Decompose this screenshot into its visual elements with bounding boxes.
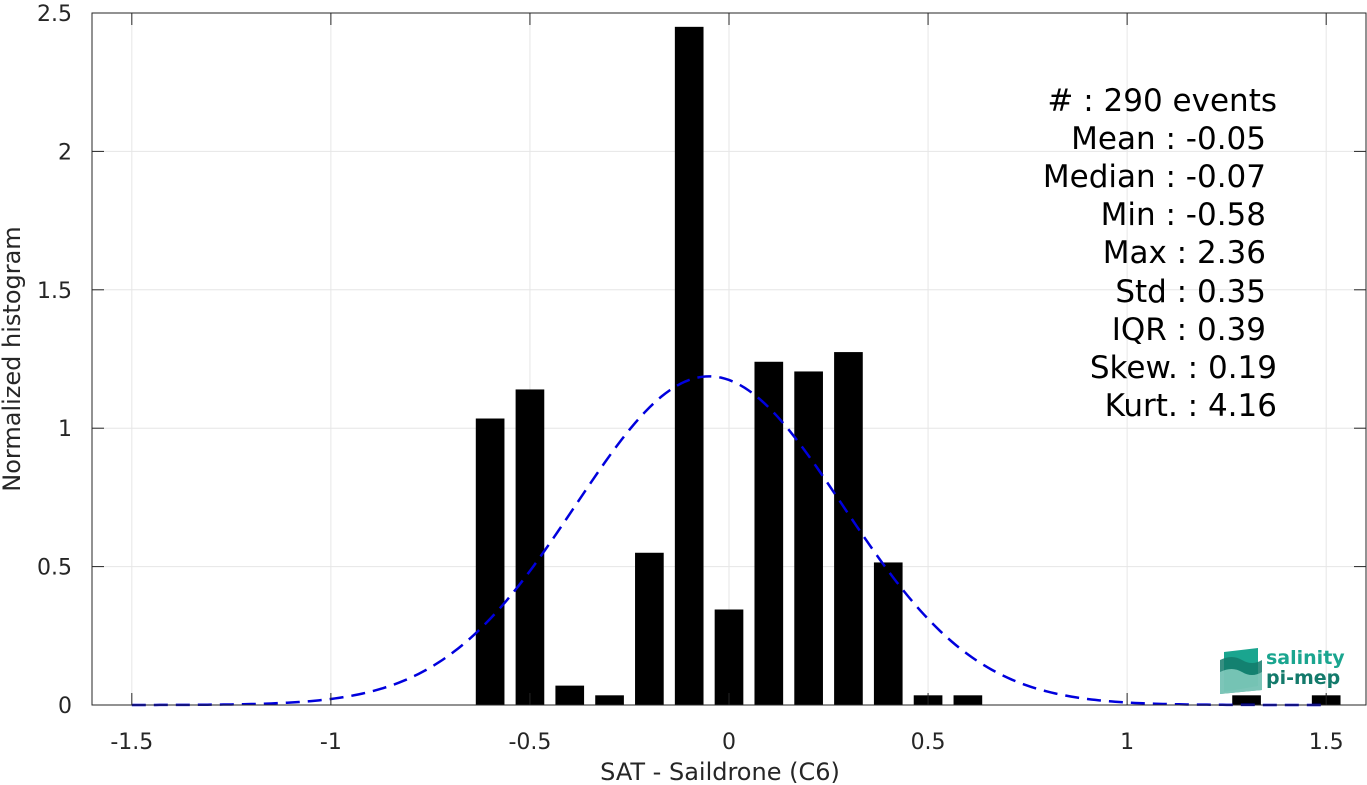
logo-line2: pi-mep	[1266, 667, 1341, 689]
histogram-bar	[873, 562, 903, 705]
y-tick-label: 0.5	[37, 556, 72, 581]
salinity-pi-mep-logo: salinity pi-mep	[1218, 646, 1348, 696]
stat-min: Min : -0.58	[1101, 197, 1266, 233]
x-tick-label: 1	[1120, 730, 1134, 755]
x-tick-label: -0.5	[508, 730, 551, 755]
stats-annotation: # : 290 events Mean : -0.05 Median : -0.…	[1043, 83, 1277, 424]
x-tick-labels: -1.5 -1 -0.5 0 0.5 1 1.5	[110, 730, 1343, 755]
stat-max: Max : 2.36	[1103, 235, 1266, 271]
histogram-bar	[1232, 695, 1261, 705]
histogram-bar	[595, 695, 624, 705]
x-tick-label: -1.5	[110, 730, 153, 755]
y-tick-label: 1.5	[37, 279, 72, 304]
stat-kurt: Kurt. : 4.16	[1105, 388, 1277, 424]
stat-std: Std : 0.35	[1115, 274, 1266, 310]
stat-skew: Skew. : 0.19	[1090, 350, 1277, 386]
histogram-bar	[515, 389, 545, 705]
y-tick-label: 0	[58, 694, 72, 719]
x-tick-label: -1	[320, 730, 342, 755]
stat-iqr: IQR : 0.39	[1112, 312, 1266, 348]
histogram-bar	[714, 609, 744, 705]
y-tick-labels: 0 0.5 1 1.5 2 2.5	[37, 2, 72, 719]
y-tick-label: 2.5	[37, 2, 72, 27]
logo-text: salinity pi-mep	[1266, 648, 1345, 688]
histogram-bar	[953, 695, 983, 705]
histogram-bar	[754, 361, 784, 705]
y-tick-label: 2	[58, 140, 72, 165]
y-axis-label: Normalized histogram	[0, 226, 26, 491]
x-axis-label: SAT - Saildrone (C6)	[600, 758, 840, 785]
histogram-bar	[794, 371, 823, 705]
stat-count: # : 290 events	[1047, 83, 1277, 119]
y-tick-label: 1	[58, 417, 72, 442]
stat-mean: Mean : -0.05	[1071, 121, 1266, 157]
logo-waves-icon	[1220, 648, 1262, 694]
histogram-bar	[475, 418, 505, 705]
x-tick-label: 0.5	[911, 730, 946, 755]
x-tick-label: 1.5	[1309, 730, 1344, 755]
x-tick-label: 0	[722, 730, 736, 755]
axis-ticks	[92, 12, 1366, 706]
histogram-bar	[555, 685, 585, 705]
histogram-bars	[475, 26, 1341, 705]
logo-line1: salinity	[1266, 647, 1345, 669]
histogram-bar	[674, 26, 704, 705]
histogram-bar	[635, 552, 664, 705]
stat-median: Median : -0.07	[1043, 159, 1266, 195]
